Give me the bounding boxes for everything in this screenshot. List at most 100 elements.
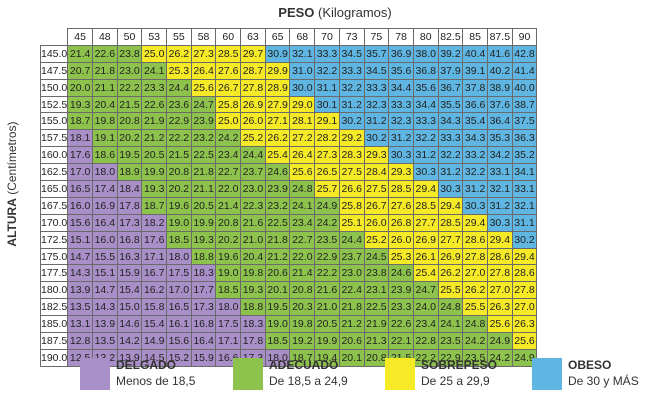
bmi-cell-12-14: 26.1 [412,247,439,266]
bmi-cell-5-15: 33.3 [437,129,464,148]
bmi-cell-15-14: 24.0 [412,298,439,317]
legend-title-sobrepeso: SOBREPESO [421,358,498,372]
bmi-cell-6-5: 22.5 [190,146,217,165]
bmi-cell-13-7: 19.8 [240,264,266,283]
height-label-11: 172.5 [39,230,69,249]
bmi-cell-9-17: 31.2 [486,196,513,215]
bmi-cell-8-17: 32.1 [486,180,513,198]
bmi-cell-16-0: 13.1 [67,315,93,334]
bmi-cell-12-6: 19.6 [215,247,242,266]
bmi-cell-10-7: 21.6 [240,213,266,232]
bmi-cell-15-10: 21.0 [314,298,340,317]
height-label-9: 167.5 [39,196,69,215]
bmi-cell-9-6: 21.4 [215,196,242,215]
bmi-cell-12-0: 14.7 [67,247,93,266]
bmi-cell-8-8: 23.9 [264,180,291,198]
bmi-cell-6-8: 25.4 [264,146,291,165]
bmi-cell-5-5: 23.2 [190,129,217,148]
bmi-cell-16-10: 20.5 [314,315,340,334]
bmi-cell-8-4: 20.2 [166,180,192,198]
bmi-cell-3-2: 21.5 [116,95,143,114]
bmi-cell-2-1: 21.1 [91,78,118,97]
bmi-cell-13-18: 28.6 [511,264,538,283]
bmi-cell-10-2: 17.3 [116,213,143,232]
bmi-cell-9-13: 27.6 [388,196,414,215]
bmi-cell-16-6: 17.5 [215,315,242,334]
bmi-cell-8-0: 16.5 [67,180,93,198]
bmi-cell-18-8: 18.0 [264,348,291,367]
bmi-cell-8-13: 28.5 [388,180,414,198]
table-row: 155.0 18.7 19.8 20.8 21.9 22.9 23.9 25.0 26.0 27.… [39,112,538,131]
bmi-cell-3-16: 36.6 [462,95,488,114]
table-row: 185.0 13.1 13.9 14.6 15.4 16.1 16.8 17.5 18.3 19.… [39,315,538,334]
weight-header-11: 73 [338,28,365,46]
bmi-cell-18-15: 22.9 [437,348,464,367]
bmi-cell-2-17: 38.9 [486,78,513,97]
bmi-cell-10-17: 30.3 [486,213,513,232]
bmi-cell-12-16: 27.8 [462,247,488,266]
bmi-cell-15-9: 20.3 [289,298,316,317]
bmi-cell-14-14: 24.7 [412,281,439,300]
bmi-cell-5-4: 22.2 [166,129,192,148]
bmi-cell-10-18: 31.1 [511,213,538,232]
bmi-cell-14-2: 15.4 [116,281,143,300]
bmi-cell-10-13: 26.8 [388,213,414,232]
bmi-cell-7-7: 23.7 [240,163,266,182]
bmi-cell-12-17: 28.6 [486,247,513,266]
height-label-5: 157.5 [39,129,69,148]
bmi-cell-11-1: 16.0 [91,230,118,249]
bmi-cell-9-18: 32.1 [511,196,538,215]
bmi-cell-1-4: 25.3 [166,61,192,80]
bmi-cell-8-9: 24.8 [289,180,316,198]
bmi-cell-13-9: 21.4 [289,264,316,283]
bmi-cell-7-11: 27.5 [338,163,365,182]
legend-range-adecuado: De 18,5 a 24,9 [269,374,348,388]
bmi-cell-11-14: 26.9 [412,230,439,249]
bmi-cell-9-4: 19.6 [166,196,192,215]
table-row: 152.5 19.3 20.4 21.5 22.6 23.6 24.7 25.8 26.9 27.… [39,95,538,114]
bmi-cell-16-16: 24.8 [462,315,488,334]
bmi-cell-14-9: 20.8 [289,281,316,300]
bmi-cell-7-0: 17.0 [67,163,93,182]
table-row: 162.5 17.0 18.0 18.9 19.9 20.8 21.8 22.7 23.7 24.… [39,163,538,182]
bmi-cell-11-17: 29.4 [486,230,513,249]
bmi-cell-15-13: 23.3 [388,298,414,317]
bmi-cell-11-16: 28.6 [462,230,488,249]
bmi-cell-0-5: 27.3 [190,44,217,63]
bmi-cell-2-4: 24.4 [166,78,192,97]
bmi-cell-12-5: 18.8 [190,247,217,266]
bmi-cell-6-15: 32.2 [437,146,464,165]
bmi-cell-4-11: 30.2 [338,112,365,131]
bmi-cell-18-11: 20.1 [338,348,365,367]
bmi-cell-6-12: 29.3 [363,146,390,165]
height-label-1: 147.5 [39,61,69,80]
bmi-cell-10-14: 27.7 [412,213,439,232]
bmi-cell-10-12: 26.0 [363,213,390,232]
bmi-cell-5-8: 26.2 [264,129,291,148]
legend-swatch-obeso [532,358,562,390]
bmi-cell-12-3: 17.1 [141,247,168,266]
height-label-14: 180.0 [39,281,69,300]
bmi-cell-1-14: 36.8 [412,61,439,80]
bmi-cell-11-0: 15.1 [67,230,93,249]
bmi-cell-0-18: 42.8 [511,44,538,63]
bmi-cell-18-10: 19.4 [314,348,340,367]
bmi-cell-14-17: 27.0 [486,281,513,300]
bmi-cell-1-0: 20.7 [67,61,93,80]
bmi-cell-3-11: 31.2 [338,95,365,114]
bmi-table-body: 145.0 21.4 22.6 23.8 25.0 26.2 27.3 28.5 29.7 30.… [39,44,538,367]
bmi-cell-18-2: 13.9 [116,348,143,367]
weight-header-2: 50 [116,28,143,46]
bmi-cell-13-10: 22.2 [314,264,340,283]
height-label-6: 160.0 [39,146,69,165]
bmi-cell-16-15: 24.1 [437,315,464,334]
bmi-cell-2-11: 32.2 [338,78,365,97]
bmi-cell-6-18: 35.2 [511,146,538,165]
height-label-2: 150.0 [39,78,69,97]
bmi-cell-3-4: 23.6 [166,95,192,114]
bmi-cell-14-3: 16.2 [141,281,168,300]
bmi-cell-0-15: 39.2 [437,44,464,63]
bmi-cell-13-6: 19.0 [215,264,242,283]
bmi-cell-7-16: 32.2 [462,163,488,182]
bmi-cell-16-18: 26.3 [511,315,538,334]
